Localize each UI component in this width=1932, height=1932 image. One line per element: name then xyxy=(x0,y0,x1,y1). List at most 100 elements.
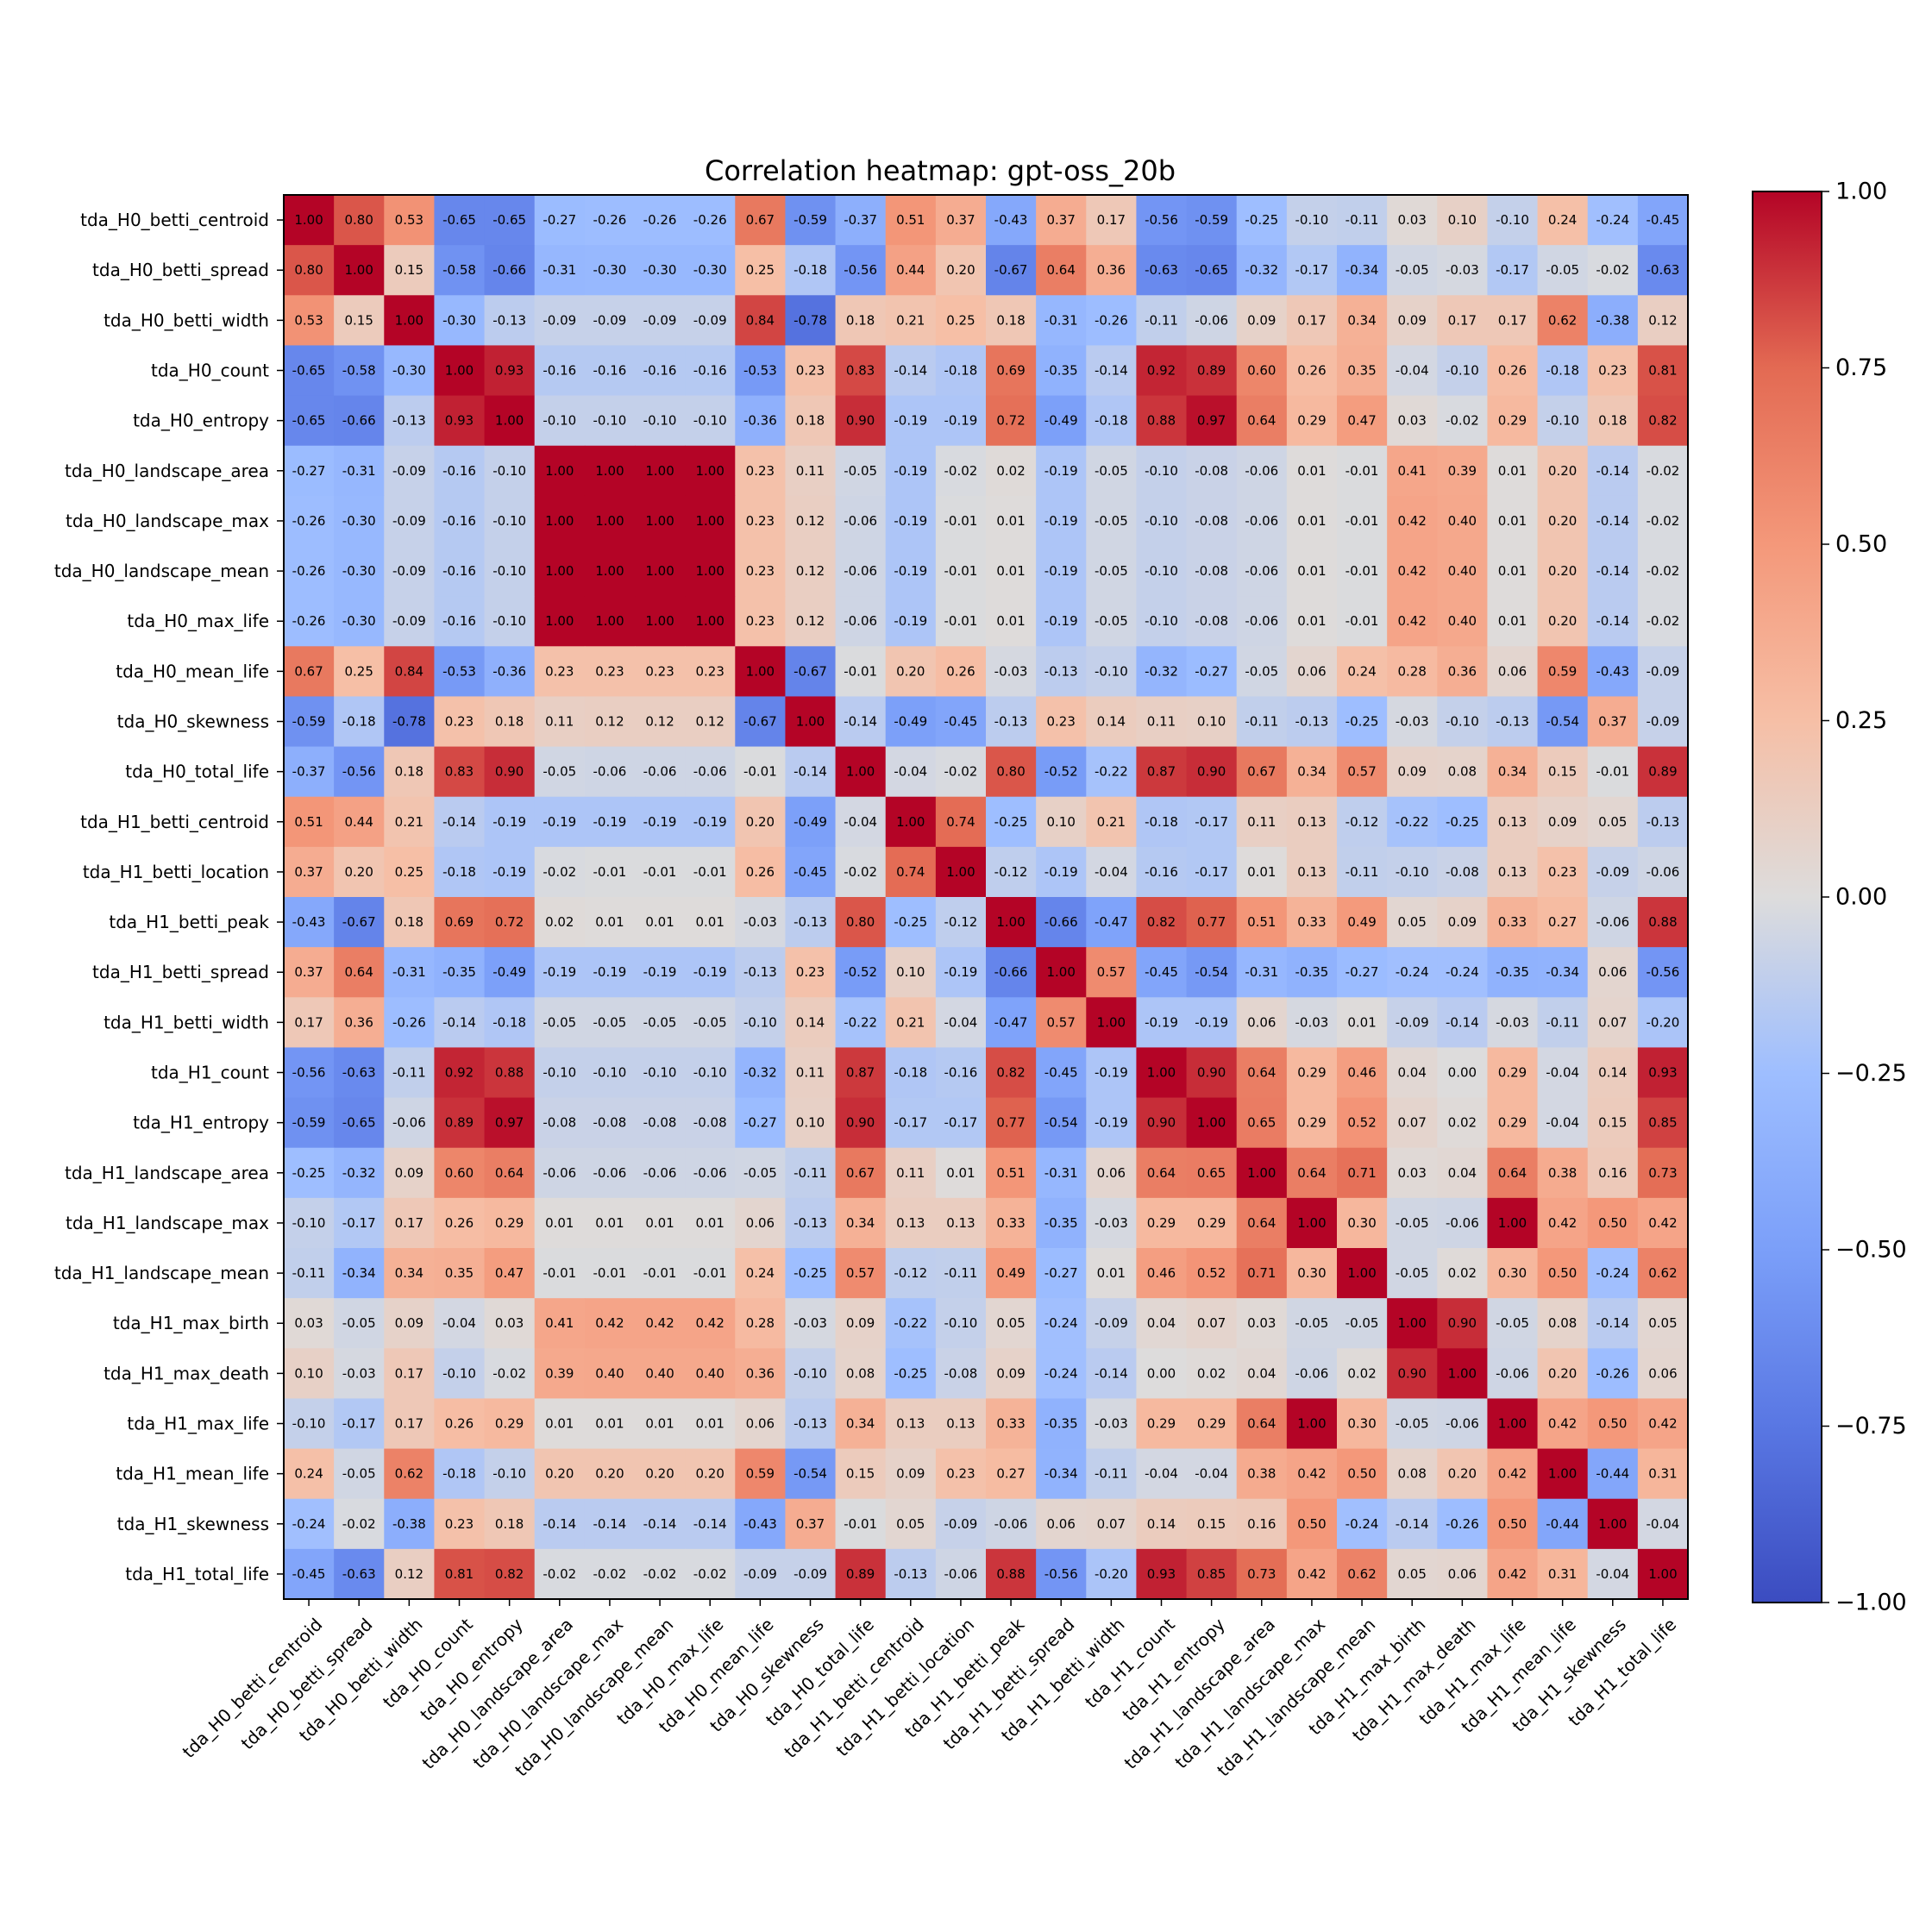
heatmap-cell-value: 0.59 xyxy=(1548,663,1577,679)
heatmap-cell-value: -0.24 xyxy=(1044,1315,1078,1331)
heatmap-cell xyxy=(1036,345,1087,397)
heatmap-cell-value: -0.03 xyxy=(743,914,777,930)
heatmap-cell-value: -0.16 xyxy=(442,463,476,479)
heatmap-cell xyxy=(334,1147,385,1199)
heatmap-cell xyxy=(484,345,536,397)
heatmap-cell xyxy=(785,1097,837,1149)
heatmap-cell-value: -0.09 xyxy=(392,463,426,479)
heatmap-cell-value: -0.14 xyxy=(693,1516,727,1532)
heatmap-cell-value: -0.30 xyxy=(342,513,376,529)
heatmap-cell-value: -0.22 xyxy=(894,1315,927,1331)
heatmap-cell xyxy=(1487,1047,1539,1099)
heatmap-cell-value: -0.10 xyxy=(1145,513,1178,529)
heatmap-cell-value: -0.78 xyxy=(392,714,426,730)
heatmap-cell xyxy=(986,947,1037,998)
heatmap-cell-value: 0.64 xyxy=(1147,1165,1176,1181)
heatmap-cell-value: 0.11 xyxy=(1247,814,1276,830)
heatmap-cell xyxy=(434,1197,486,1249)
heatmap-cell-value: 0.01 xyxy=(1498,613,1527,629)
heatmap-cell xyxy=(584,1448,636,1500)
heatmap-cell xyxy=(1086,1298,1137,1349)
heatmap-cell xyxy=(885,997,937,1048)
heatmap-cell-value: 0.29 xyxy=(1147,1215,1176,1231)
heatmap-cell xyxy=(935,1398,987,1450)
heatmap-cell-value: 1.00 xyxy=(846,764,875,780)
heatmap-cell xyxy=(735,1348,786,1399)
heatmap-cell xyxy=(1487,1348,1539,1399)
heatmap-cell xyxy=(1236,445,1288,497)
heatmap-cell xyxy=(1387,646,1438,697)
heatmap-cell xyxy=(1286,696,1338,748)
heatmap-cell-value: -0.04 xyxy=(1396,363,1429,379)
heatmap-cell xyxy=(735,1147,786,1199)
heatmap-cell-value: -0.16 xyxy=(442,613,476,629)
heatmap-cell-value: -0.14 xyxy=(1596,463,1629,479)
heatmap-cell-value: 0.80 xyxy=(294,262,323,278)
heatmap-cell-value: -0.59 xyxy=(292,1115,326,1131)
heatmap-cell xyxy=(534,395,586,447)
heatmap-cell-value: 0.88 xyxy=(996,1566,1025,1582)
heatmap-cell xyxy=(484,696,536,748)
heatmap-cell-value: 1.00 xyxy=(495,413,524,429)
heatmap-cell-value: 1.00 xyxy=(645,463,674,479)
heatmap-cell xyxy=(384,897,435,948)
heatmap-cell-value: 0.15 xyxy=(1197,1516,1226,1532)
heatmap-cell xyxy=(1387,846,1438,898)
heatmap-cell xyxy=(334,245,385,296)
heatmap-cell xyxy=(1537,596,1589,647)
heatmap-cell xyxy=(1587,1197,1639,1249)
heatmap-cell xyxy=(284,846,335,898)
heatmap-cell-value: 0.37 xyxy=(796,1516,825,1532)
heatmap-cell-value: 1.00 xyxy=(1548,1466,1577,1482)
heatmap-cell-value: 0.82 xyxy=(1648,413,1677,429)
heatmap-cell xyxy=(1437,195,1488,246)
heatmap-cell-value: -0.19 xyxy=(643,964,677,980)
heatmap-cell xyxy=(1537,345,1589,397)
heatmap-cell xyxy=(284,445,335,497)
heatmap-cell-value: -0.06 xyxy=(1446,1215,1479,1231)
heatmap-cell xyxy=(584,1097,636,1149)
heatmap-cell xyxy=(785,1248,837,1299)
heatmap-cell xyxy=(935,1548,987,1600)
heatmap-cell-value: 0.14 xyxy=(796,1014,825,1030)
heatmap-cell xyxy=(1136,596,1188,647)
heatmap-cell-value: 0.03 xyxy=(1398,413,1427,429)
heatmap-cell-value: -0.37 xyxy=(844,212,877,228)
heatmap-cell-value: -0.10 xyxy=(1446,714,1479,730)
heatmap-cell xyxy=(1236,696,1288,748)
heatmap-cell xyxy=(584,646,636,697)
heatmap-cell xyxy=(484,1448,536,1500)
heatmap-cell-value: -0.45 xyxy=(794,864,827,880)
heatmap-cell xyxy=(635,1197,686,1249)
heatmap-cell xyxy=(534,1548,586,1600)
heatmap-cell xyxy=(434,245,486,296)
colorbar-tick-label: 0.25 xyxy=(1835,707,1887,734)
heatmap-cell xyxy=(735,445,786,497)
heatmap-cell-value: -0.14 xyxy=(1095,1365,1128,1381)
heatmap-cell-value: -0.19 xyxy=(944,413,978,429)
heatmap-cell-value: -0.25 xyxy=(1446,814,1479,830)
heatmap-cell-value: -0.27 xyxy=(292,463,326,479)
heatmap-cell xyxy=(384,546,435,597)
heatmap-cell xyxy=(1537,897,1589,948)
heatmap-cell xyxy=(334,1448,385,1500)
heatmap-cell-value: 0.12 xyxy=(796,513,825,529)
heatmap-cell-value: 0.20 xyxy=(946,262,975,278)
heatmap-cell xyxy=(1637,696,1689,748)
heatmap-cell-value: -0.24 xyxy=(1596,1265,1629,1281)
heatmap-cell xyxy=(584,1348,636,1399)
heatmap-cell-value: -0.05 xyxy=(1295,1315,1329,1331)
heatmap-cell xyxy=(685,846,736,898)
heatmap-cell xyxy=(484,947,536,998)
heatmap-cell-value: -0.58 xyxy=(442,262,476,278)
heatmap-cell-value: 0.40 xyxy=(696,1365,724,1381)
heatmap-cell xyxy=(1286,846,1338,898)
heatmap-cell-value: -0.03 xyxy=(1095,1215,1128,1231)
heatmap-cell xyxy=(434,846,486,898)
heatmap-cell-value: -0.06 xyxy=(643,1165,677,1181)
heatmap-cell-value: -0.10 xyxy=(643,413,677,429)
heatmap-cell xyxy=(1236,1348,1288,1399)
heatmap-cell-value: -0.47 xyxy=(994,1014,1028,1030)
y-tick-label: tda_H0_entropy xyxy=(133,411,269,431)
heatmap-cell xyxy=(1637,1348,1689,1399)
